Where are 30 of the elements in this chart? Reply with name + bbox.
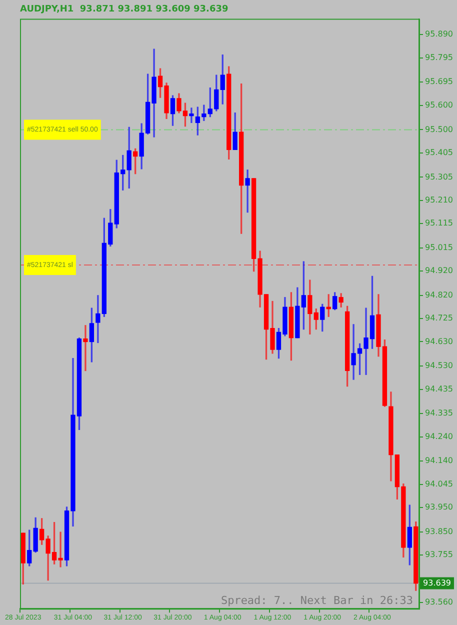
- ref-line-label: 93.639: [423, 578, 452, 588]
- y-tick-label: 95.115: [425, 218, 454, 228]
- y-tick-label: 94.435: [425, 384, 454, 394]
- candlestick: [245, 170, 250, 213]
- candlestick: [189, 108, 194, 123]
- y-tick-label: 95.795: [425, 52, 454, 62]
- candlestick: [83, 325, 88, 372]
- y-tick-label: 94.240: [425, 432, 454, 441]
- y-tick-label: 93.560: [425, 598, 454, 607]
- y-tick-label: 94.820: [425, 290, 454, 300]
- y-tick-label: 93.950: [425, 502, 454, 512]
- chart-title: AUDJPY,H1 93.871 93.891 93.609 93.639: [20, 4, 228, 15]
- y-tick-label: 95.210: [425, 195, 454, 204]
- y-tick-label: 95.015: [425, 242, 454, 252]
- y-tick-label: 94.725: [425, 314, 454, 323]
- annotation: Spread: 7.. Next Bar in 26:33: [220, 594, 414, 607]
- y-tick-label: 94.920: [425, 266, 454, 276]
- y-tick-label: 95.500: [425, 124, 454, 134]
- y-tick-label: 95.695: [425, 77, 454, 86]
- y-tick-label: 95.405: [425, 148, 454, 157]
- y-tick-label: 93.850: [425, 526, 454, 536]
- y-tick-label: 94.045: [425, 479, 454, 488]
- y-tick-label: 94.140: [425, 456, 454, 466]
- y-tick-label: 95.600: [425, 100, 454, 110]
- y-tick-label: 95.305: [425, 172, 454, 182]
- y-tick-label: 94.335: [425, 408, 454, 418]
- y-tick-label: 94.630: [425, 336, 454, 346]
- y-tick-label: 93.755: [425, 550, 454, 560]
- y-tick-label: 95.890: [425, 30, 454, 39]
- y-tick-label: 94.530: [425, 361, 454, 370]
